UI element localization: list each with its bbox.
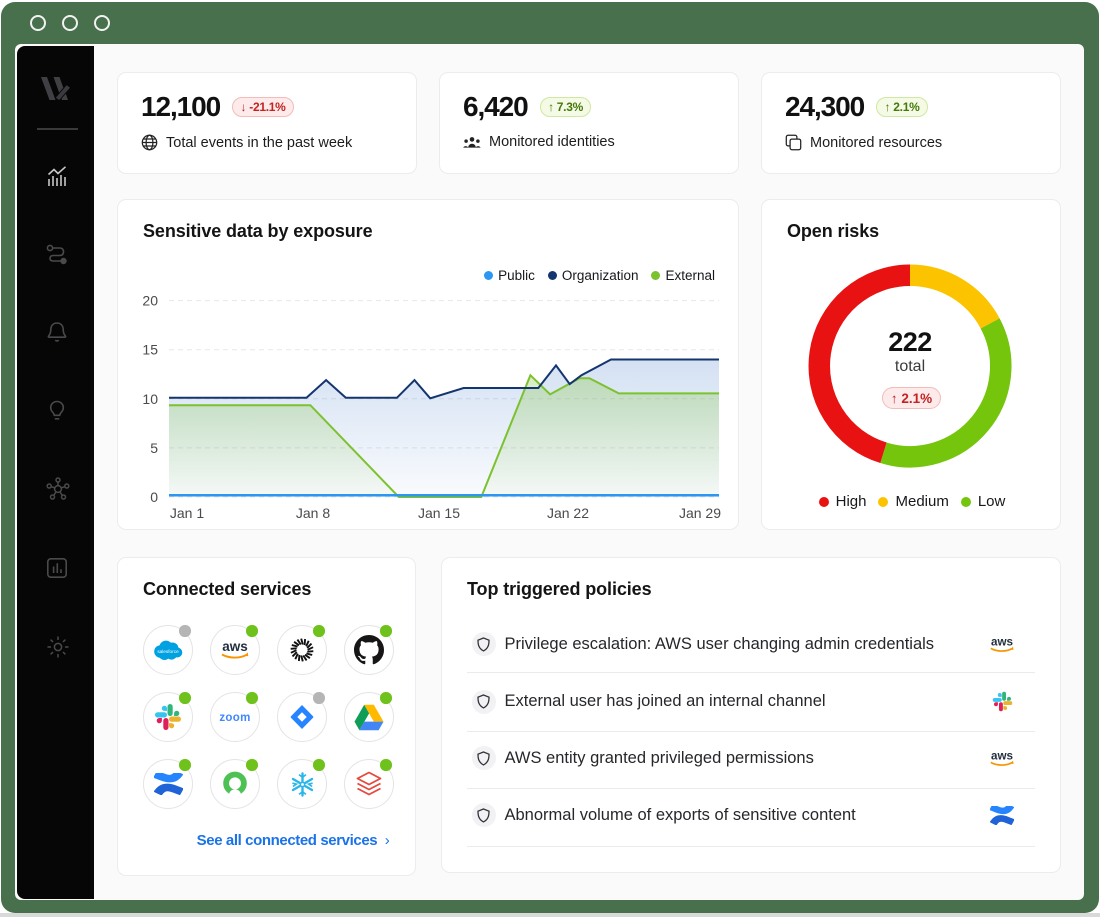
svg-text:Jan 8: Jan 8 [296,505,330,521]
svg-text:Jan 15: Jan 15 [418,505,460,521]
svg-text:15: 15 [142,342,158,358]
svg-text:salesforce: salesforce [157,649,179,654]
svg-text:Jan 29: Jan 29 [679,505,721,521]
svg-text:aws: aws [222,639,248,654]
svg-text:20: 20 [142,293,158,309]
svg-text:aws: aws [991,749,1013,762]
svg-text:aws: aws [991,635,1013,648]
svg-text:5: 5 [150,440,158,456]
svg-text:Jan 1: Jan 1 [170,505,204,521]
svg-text:0: 0 [150,489,158,505]
svg-text:Jan 22: Jan 22 [547,505,589,521]
svg-text:10: 10 [142,391,158,407]
svg-text:zoom: zoom [219,712,250,724]
